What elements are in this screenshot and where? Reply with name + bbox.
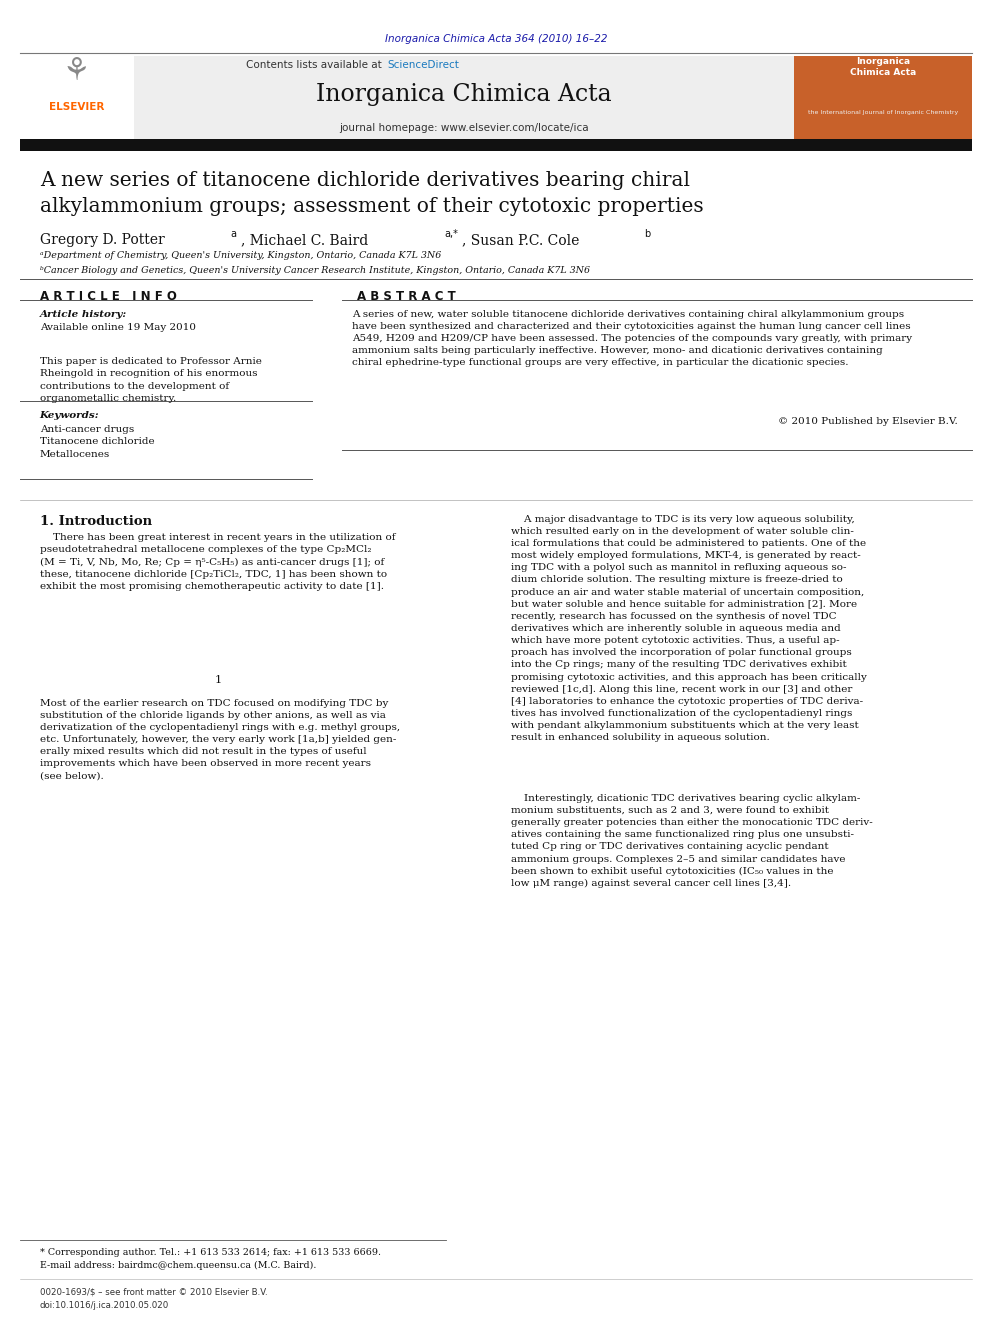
Text: Interestingly, dicationic TDC derivatives bearing cyclic alkylam-
monium substit: Interestingly, dicationic TDC derivative… [511,794,873,888]
Text: Most of the earlier research on TDC focused on modifying TDC by
substitution of : Most of the earlier research on TDC focu… [40,699,400,781]
Text: Article history:: Article history: [40,310,127,319]
Text: Gregory D. Potter: Gregory D. Potter [40,233,165,247]
Text: b: b [644,229,650,239]
Bar [134,56,794,139]
Text: a,*: a,* [444,229,458,239]
Text: , Michael C. Baird: , Michael C. Baird [241,233,368,247]
Text: Keywords:: Keywords: [40,411,99,421]
Text: E-mail address: bairdmc@chem.queensu.ca (M.C. Baird).: E-mail address: bairdmc@chem.queensu.ca … [40,1261,316,1270]
Text: Anti-cancer drugs
Titanocene dichloride
Metallocenes: Anti-cancer drugs Titanocene dichloride … [40,425,155,459]
Text: ⚘: ⚘ [62,57,90,86]
Text: This paper is dedicated to Professor Arnie
Rheingold in recognition of his enorm: This paper is dedicated to Professor Arn… [40,357,262,402]
Text: Inorganica
Chimica Acta: Inorganica Chimica Acta [850,57,916,77]
Bar [794,56,972,139]
Text: ᵇCancer Biology and Genetics, Queen's University Cancer Research Institute, King: ᵇCancer Biology and Genetics, Queen's Un… [40,266,589,275]
Text: Available online 19 May 2010: Available online 19 May 2010 [40,323,195,332]
Text: doi:10.1016/j.ica.2010.05.020: doi:10.1016/j.ica.2010.05.020 [40,1301,169,1310]
Text: A B S T R A C T: A B S T R A C T [357,290,456,303]
Bar [20,56,134,139]
Text: A R T I C L E   I N F O: A R T I C L E I N F O [40,290,177,303]
Text: 1. Introduction: 1. Introduction [40,515,152,528]
Text: ScienceDirect: ScienceDirect [387,60,458,70]
Text: the International Journal of Inorganic Chemistry: the International Journal of Inorganic C… [807,110,958,115]
Text: journal homepage: www.elsevier.com/locate/ica: journal homepage: www.elsevier.com/locat… [339,123,589,134]
Text: A series of new, water soluble titanocene dichloride derivatives containing chir: A series of new, water soluble titanocen… [352,310,913,368]
Text: ᵃDepartment of Chemistry, Queen's University, Kingston, Ontario, Canada K7L 3N6: ᵃDepartment of Chemistry, Queen's Univer… [40,251,440,261]
Text: Inorganica Chimica Acta: Inorganica Chimica Acta [316,83,612,106]
Text: , Susan P.C. Cole: , Susan P.C. Cole [462,233,579,247]
Text: A major disadvantage to TDC is its very low aqueous solubility,
which resulted e: A major disadvantage to TDC is its very … [511,515,867,742]
Bar [20,139,972,151]
Text: a: a [230,229,236,239]
Text: 1: 1 [214,675,222,685]
Text: 0020-1693/$ – see front matter © 2010 Elsevier B.V.: 0020-1693/$ – see front matter © 2010 El… [40,1287,267,1297]
Text: Contents lists available at: Contents lists available at [246,60,385,70]
Text: Inorganica Chimica Acta 364 (2010) 16–22: Inorganica Chimica Acta 364 (2010) 16–22 [385,34,607,45]
Text: A new series of titanocene dichloride derivatives bearing chiral
alkylammonium g: A new series of titanocene dichloride de… [40,171,703,216]
Text: ELSEVIER: ELSEVIER [49,102,104,112]
Text: © 2010 Published by Elsevier B.V.: © 2010 Published by Elsevier B.V. [778,417,957,426]
Text: There has been great interest in recent years in the utilization of
pseudotetrah: There has been great interest in recent … [40,533,395,591]
Text: * Corresponding author. Tel.: +1 613 533 2614; fax: +1 613 533 6669.: * Corresponding author. Tel.: +1 613 533… [40,1248,381,1257]
